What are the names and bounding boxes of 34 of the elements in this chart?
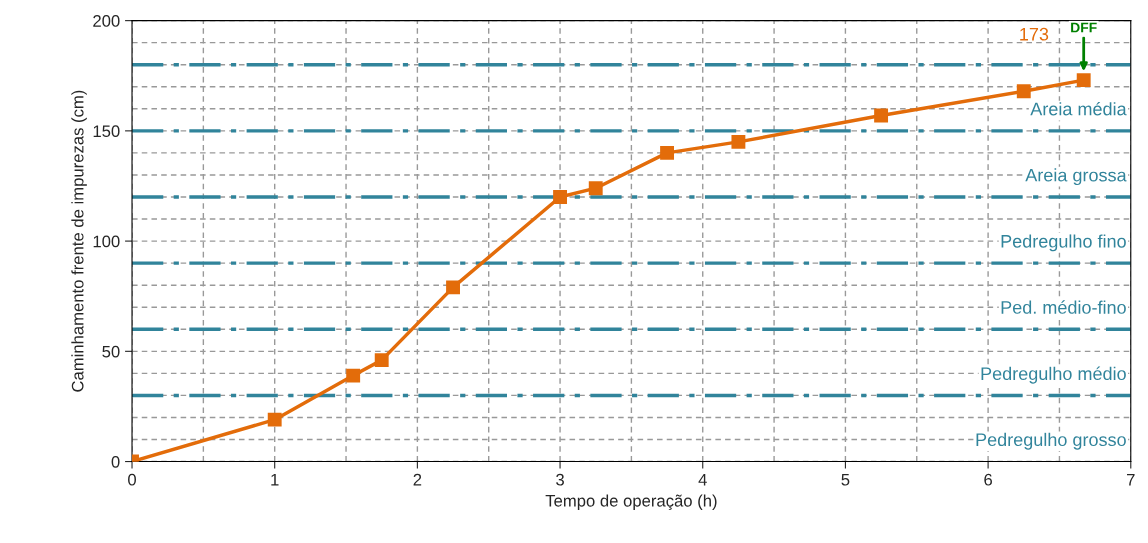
point bbox=[1016, 84, 1031, 99]
ref-line-label: Pedregulho médio bbox=[981, 366, 1126, 384]
x-tick-label: 0 bbox=[128, 473, 136, 486]
point bbox=[588, 181, 603, 196]
point bbox=[660, 145, 675, 160]
ref-line-label: Pedregulho grosso bbox=[976, 432, 1126, 450]
y-tick-label: 100 bbox=[93, 235, 120, 248]
ref-line-label: Pedregulho fino bbox=[1001, 234, 1126, 252]
data-label: 173 bbox=[1020, 27, 1049, 41]
annotation: DFF bbox=[1071, 22, 1097, 33]
ref-line-label: Ped. médio-fino bbox=[1001, 300, 1126, 314]
x-tick-label: 6 bbox=[984, 473, 992, 486]
x-tick-label: 4 bbox=[698, 473, 707, 486]
x-tick-label: 2 bbox=[413, 473, 422, 486]
x-tick-label: 5 bbox=[841, 473, 850, 486]
point bbox=[731, 134, 746, 149]
x-tick-label: 3 bbox=[556, 473, 564, 486]
x-tick-label: 1 bbox=[271, 473, 279, 486]
point bbox=[446, 280, 460, 295]
ref-line-label: Areia grossa bbox=[1025, 168, 1127, 186]
point bbox=[374, 353, 389, 368]
point bbox=[874, 108, 889, 123]
y-tick-label: 150 bbox=[93, 125, 120, 138]
y-axis-title: Caminhamento frente de impurezas (cm) bbox=[71, 90, 87, 392]
x-axis-title: Tempo de operação (h) bbox=[545, 494, 717, 511]
point bbox=[553, 190, 567, 204]
x-tick-label: 7 bbox=[1127, 473, 1135, 486]
point bbox=[346, 368, 361, 383]
y-tick-label: 0 bbox=[111, 455, 120, 468]
y-tick-label: 50 bbox=[102, 345, 120, 358]
point bbox=[267, 412, 282, 427]
ref-line-label: Areia média bbox=[1030, 101, 1127, 116]
y-tick-label: 200 bbox=[93, 15, 120, 27]
point bbox=[1076, 73, 1091, 88]
